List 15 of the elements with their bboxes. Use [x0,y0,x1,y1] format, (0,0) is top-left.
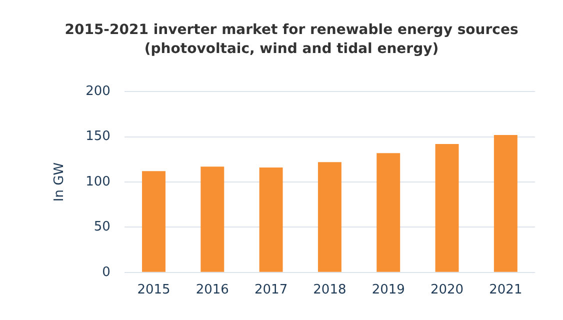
y-axis-title: In GW [52,162,68,202]
y-tick-label: 200 [86,84,110,99]
y-tick-label: 0 [102,264,110,280]
y-tick-label: 50 [94,220,110,235]
chart-title: 2015-2021 inverter market for renewable energy sources [64,22,518,38]
x-tick-label: 2016 [196,282,229,298]
x-tick-label: 2021 [489,282,522,298]
chart-subtitle: (photovoltaic, wind and tidal energy) [144,40,439,57]
x-tick-label: 2019 [372,282,405,298]
y-tick-label: 100 [86,174,110,190]
x-tick-label: 2017 [254,282,288,298]
y-tick-label: 150 [86,129,110,144]
x-tick-label: 2018 [313,282,346,298]
x-tick-label: 2020 [430,282,464,298]
x-tick-label: 2015 [137,282,170,298]
